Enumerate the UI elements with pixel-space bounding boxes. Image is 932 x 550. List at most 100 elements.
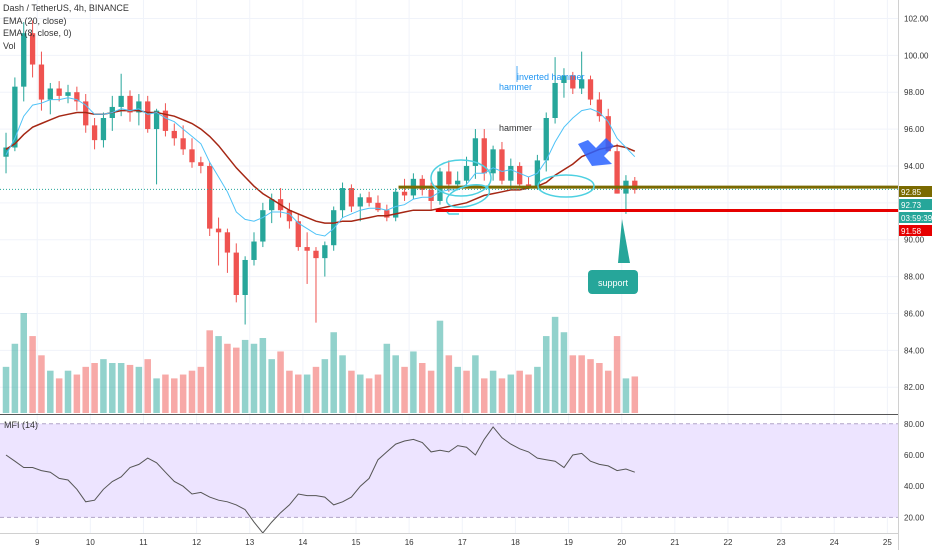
volume-bar xyxy=(2,366,10,413)
price-tag-bg xyxy=(899,212,932,223)
candle-body xyxy=(162,110,169,131)
price-tick-label: 82.00 xyxy=(904,383,925,392)
candle-body xyxy=(127,95,133,113)
candle-body xyxy=(490,149,496,174)
support-callout-box xyxy=(588,270,638,294)
volume-bar xyxy=(117,363,125,413)
volume-bar xyxy=(480,378,488,413)
volume-bar xyxy=(321,359,329,413)
candle-body xyxy=(596,99,603,117)
candle-body xyxy=(517,165,523,185)
candle-body xyxy=(47,88,53,100)
arrow-icon xyxy=(578,138,614,166)
time-tick-label: 11 xyxy=(139,538,148,547)
volume-legend[interactable]: Vol xyxy=(3,40,16,51)
price-tick-label: 88.00 xyxy=(904,273,925,282)
volume-bar xyxy=(534,366,541,413)
volume-bar xyxy=(622,378,630,413)
volume-bar xyxy=(91,363,98,413)
price-tick-label: 96.00 xyxy=(904,125,925,134)
price-tick-label: 86.00 xyxy=(904,309,925,318)
candle-body xyxy=(215,228,222,233)
callout-pointer xyxy=(618,219,630,263)
candle-body xyxy=(91,125,98,141)
symbol-line[interactable]: Dash / TetherUS, 4h, BINANCE xyxy=(3,3,129,13)
candle-body xyxy=(366,197,372,203)
mfi-legend[interactable]: MFI (14) xyxy=(4,420,39,430)
legend: Dash / TetherUS, 4h, BINANCE EMA (20, cl… xyxy=(3,2,129,52)
candle-body xyxy=(224,232,231,253)
mfi-tick-label: 60.00 xyxy=(904,451,925,460)
volume-bar xyxy=(339,355,346,413)
volume-bar xyxy=(73,374,81,413)
price-tick-label: 90.00 xyxy=(904,236,925,245)
volume-bar xyxy=(29,336,36,413)
candle-body xyxy=(348,188,355,207)
price-tick-label: 100.00 xyxy=(904,51,929,60)
price-tick-label: 102.00 xyxy=(904,14,929,23)
volume-bar xyxy=(11,343,19,413)
time-tick-label: 9 xyxy=(35,538,40,547)
volume-bar xyxy=(82,366,89,413)
time-tick-label: 23 xyxy=(777,538,786,547)
volume-bar xyxy=(418,363,426,413)
price-tag-label: 03:59:39 xyxy=(901,214,932,223)
price-tag-label: 91.58 xyxy=(901,227,922,236)
annotation-support: support xyxy=(598,278,629,288)
candle-body xyxy=(295,221,301,248)
candle-body xyxy=(499,149,505,181)
volume-bar xyxy=(569,355,577,413)
candle-body xyxy=(401,191,408,196)
time-tick-label: 16 xyxy=(405,538,414,547)
volume-bar xyxy=(286,370,293,413)
candle-body xyxy=(286,210,293,222)
volume-bar xyxy=(578,355,585,413)
candle-body xyxy=(472,138,479,166)
volume-bar xyxy=(392,355,399,413)
volume-bar xyxy=(215,336,222,413)
candle-body xyxy=(579,79,585,89)
ema8-legend[interactable]: EMA (8, close, 0) xyxy=(3,28,72,38)
candle-body xyxy=(38,64,45,100)
volume-bar xyxy=(436,320,444,413)
time-tick-label: 24 xyxy=(830,538,839,547)
volume-bar xyxy=(109,363,116,413)
candle-body xyxy=(233,252,239,295)
candle-body xyxy=(145,101,151,130)
candle-body xyxy=(21,33,27,87)
candle-body xyxy=(100,118,107,141)
ema20-legend[interactable]: EMA (20, close) xyxy=(3,15,67,26)
candle-body xyxy=(339,188,346,211)
candle-body xyxy=(74,92,80,102)
volume-bar xyxy=(303,374,311,413)
volume-bar xyxy=(560,332,568,413)
volume-bar xyxy=(55,378,63,413)
highlight-ellipse xyxy=(445,184,491,208)
price-tick-label: 98.00 xyxy=(904,88,925,97)
volume-bar xyxy=(268,359,275,413)
volume-bar xyxy=(135,366,143,413)
candle-body xyxy=(153,110,160,130)
candle-body xyxy=(65,92,71,96)
time-tick-label: 13 xyxy=(245,538,254,547)
candle-body xyxy=(180,138,186,150)
volume-bar xyxy=(295,374,302,413)
candle-body xyxy=(384,210,390,218)
price-tick-label: 94.00 xyxy=(904,162,925,171)
time-tick-label: 21 xyxy=(670,538,679,547)
annotation-hammer-blue: hammer xyxy=(499,82,532,92)
candle-body xyxy=(322,245,328,259)
candle-body xyxy=(56,88,62,96)
volume-bar xyxy=(383,343,391,413)
candle-body xyxy=(587,79,594,100)
volume-bar xyxy=(206,330,213,413)
volume-bar xyxy=(277,351,284,413)
candle-body xyxy=(269,199,275,211)
highlight-ellipse xyxy=(430,159,492,197)
volume-bar xyxy=(525,374,532,413)
highlight-ellipse xyxy=(537,174,595,198)
volume-bar xyxy=(330,332,337,413)
time-tick-label: 17 xyxy=(458,538,467,547)
volume-bar xyxy=(357,374,364,413)
